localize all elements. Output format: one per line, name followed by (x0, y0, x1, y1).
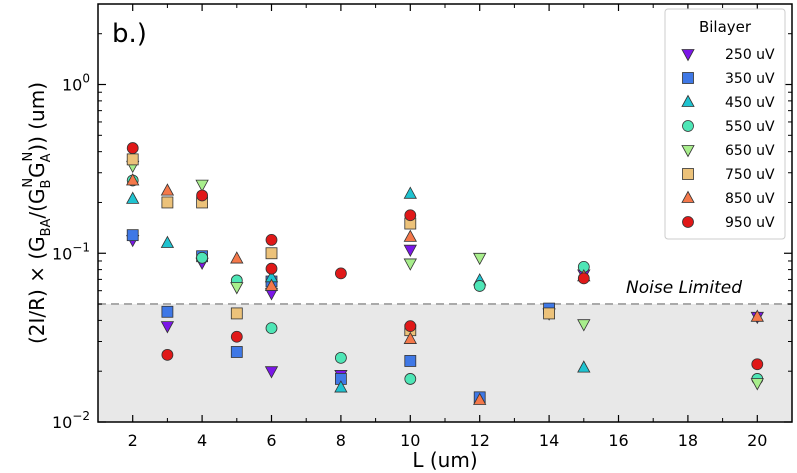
data-point (160, 235, 175, 248)
legend-marker (681, 145, 695, 158)
data-point (265, 262, 278, 275)
noise-region (98, 303, 792, 422)
data-point (230, 307, 243, 320)
data-point (230, 251, 244, 264)
legend-label: 750 uV (725, 167, 775, 183)
data-point (750, 309, 764, 322)
legend-entry: 650 uV (681, 143, 775, 159)
x-tick-label: 2 (128, 431, 138, 450)
legend-marker (681, 49, 695, 62)
data-point (161, 348, 174, 361)
data-point (126, 153, 139, 166)
x-tick-label: 14 (539, 431, 559, 450)
data-point (404, 355, 417, 367)
noise-shade (98, 304, 792, 422)
data-point (160, 183, 175, 196)
legend-label: 550 uV (725, 119, 775, 135)
legend-label: 350 uV (725, 71, 775, 87)
data-point (404, 209, 417, 222)
legend-label: 450 uV (725, 95, 775, 111)
data-point (403, 229, 417, 242)
data-point (577, 360, 591, 373)
data-point (196, 189, 209, 202)
panel-label: b.) (112, 19, 147, 49)
x-tick-label: 12 (470, 431, 490, 450)
legend-marker (682, 72, 694, 84)
legend-label: 250 uV (725, 47, 775, 63)
y-tick-label: 10−2 (52, 409, 90, 432)
data-point (334, 267, 347, 280)
noise-limit-label: Noise Limited (626, 278, 742, 298)
legend-entry: 950 uV (682, 215, 775, 231)
legend-entry: 350 uV (682, 71, 775, 87)
legend-entry: 550 uV (682, 119, 775, 135)
data-point (126, 173, 140, 186)
data-point (403, 331, 417, 344)
data-points (126, 142, 764, 405)
data-point (334, 380, 348, 393)
data-point (126, 229, 139, 242)
x-tick-label: 20 (747, 431, 767, 450)
data-point (404, 320, 417, 333)
x-tick-label: 8 (336, 431, 346, 450)
legend-entry: 250 uV (681, 47, 775, 63)
data-point (161, 305, 174, 318)
legend-entry: 850 uV (681, 190, 775, 207)
data-point (126, 142, 139, 154)
legend-entry: 450 uV (681, 94, 775, 111)
data-point (334, 351, 347, 364)
data-point (751, 358, 764, 371)
data-point (195, 179, 209, 192)
x-tick-label: 10 (400, 431, 420, 450)
x-tick-label: 16 (608, 431, 628, 450)
data-point (264, 366, 279, 379)
legend-marker (682, 216, 694, 228)
data-point (265, 233, 278, 246)
series-950-uv (126, 142, 764, 371)
data-point (577, 319, 591, 332)
legend: Bilayer 250 uV 350 uV 450 uV 550 uV 650 uV 75… (664, 8, 786, 240)
data-point (473, 252, 487, 266)
data-point (403, 186, 417, 199)
data-point (473, 280, 486, 292)
data-point (230, 346, 243, 358)
series-850-uv (126, 173, 764, 405)
y-tick-label: 100 (62, 72, 90, 95)
data-point (196, 251, 209, 264)
legend-marker (682, 168, 694, 180)
legend-marker (682, 120, 694, 132)
data-point (161, 196, 174, 209)
legend-title: Bilayer (699, 18, 752, 36)
data-point (403, 258, 417, 271)
data-point (473, 392, 487, 405)
y-axis-label: (2I/R) × (GBA/(GBNGAN)) (um) (21, 82, 54, 344)
legend-marker (681, 94, 695, 107)
data-point (543, 307, 555, 320)
data-point (577, 272, 590, 285)
legend-box (664, 8, 786, 240)
data-point (126, 191, 140, 204)
data-point (230, 282, 244, 295)
legend-label: 850 uV (725, 191, 775, 207)
x-tick-label: 6 (266, 431, 276, 450)
legend-label: 950 uV (725, 215, 775, 231)
x-tick-label: 4 (197, 431, 207, 450)
y-tick-label: 10−1 (52, 240, 90, 263)
data-point (265, 322, 278, 335)
data-point (264, 278, 279, 291)
legend-entry: 750 uV (682, 167, 775, 183)
data-point (403, 244, 417, 258)
legend-label: 650 uV (725, 143, 775, 159)
data-point (404, 373, 417, 385)
x-axis-label: L (um) (412, 448, 477, 472)
data-point (230, 330, 243, 343)
x-tick-label: 18 (678, 431, 698, 450)
data-point (750, 378, 764, 391)
data-point (160, 321, 175, 334)
data-point (265, 247, 278, 260)
legend-marker (681, 190, 695, 203)
